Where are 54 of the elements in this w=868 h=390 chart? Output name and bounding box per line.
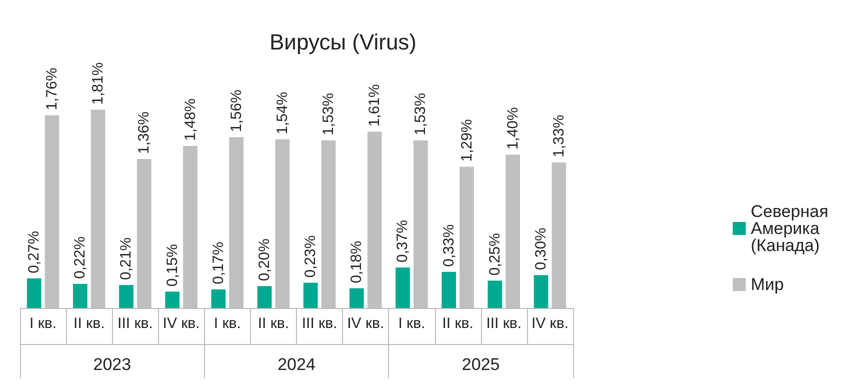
legend-label: Мир bbox=[750, 275, 784, 294]
legend-label: Северная Америка (Канада) bbox=[750, 202, 834, 255]
bar bbox=[349, 288, 364, 308]
x-tick-label: II кв. bbox=[258, 315, 290, 332]
x-tick-label: III кв. bbox=[118, 315, 153, 332]
x-tick-label: I кв. bbox=[214, 315, 241, 332]
data-label: 0,20% bbox=[256, 238, 273, 282]
data-label: 0,15% bbox=[164, 244, 181, 287]
data-label: 1,76% bbox=[44, 68, 60, 110]
text: 2025 bbox=[462, 355, 500, 374]
data-label: 0,33% bbox=[440, 224, 458, 267]
bar bbox=[257, 286, 272, 308]
data-label: 0,37% bbox=[394, 220, 412, 262]
bar bbox=[211, 289, 226, 308]
x-tick-label: IV кв. bbox=[162, 315, 200, 332]
data-label: 0,25% bbox=[486, 233, 504, 276]
data-label: 1,48% bbox=[182, 98, 199, 141]
data-label: 0,17% bbox=[210, 242, 227, 284]
data-label: 1,56% bbox=[228, 90, 245, 132]
chart-title: Вирусы (Virus) bbox=[269, 30, 417, 54]
data-label: 1,61% bbox=[366, 84, 384, 127]
text: 2024 bbox=[278, 355, 316, 374]
x-tick-label: I кв. bbox=[398, 315, 426, 332]
bar bbox=[534, 275, 548, 308]
data-label: 0,21% bbox=[118, 237, 135, 280]
data-label: 1,40% bbox=[504, 107, 522, 150]
bar bbox=[119, 285, 134, 308]
bar bbox=[303, 282, 318, 308]
x-tick-label: III кв. bbox=[302, 315, 338, 332]
data-label: 0,27% bbox=[26, 230, 43, 274]
x-tick-label: IV кв. bbox=[531, 315, 568, 332]
x-tick-label: II кв. bbox=[442, 315, 474, 332]
data-label: 1,29% bbox=[458, 119, 476, 162]
data-label: 1,54% bbox=[274, 92, 291, 134]
x-tick-label: I кв. bbox=[30, 315, 57, 332]
bar bbox=[26, 278, 42, 308]
bar bbox=[72, 284, 88, 308]
data-label: 1,36% bbox=[136, 112, 153, 154]
bar bbox=[488, 280, 502, 308]
bar bbox=[442, 272, 456, 308]
data-label: 0,18% bbox=[348, 240, 366, 284]
text: 2023 bbox=[93, 355, 132, 374]
data-label: 0,23% bbox=[302, 235, 320, 278]
data-label: 0,30% bbox=[532, 228, 550, 270]
bar bbox=[396, 267, 410, 308]
data-label: 0,22% bbox=[72, 236, 89, 279]
data-label: 1,53% bbox=[412, 92, 430, 136]
bar bbox=[165, 292, 180, 308]
data-label: 1,33% bbox=[550, 114, 568, 158]
x-tick-label: III кв. bbox=[486, 315, 522, 332]
x-tick-label: II кв. bbox=[74, 315, 105, 332]
data-label: 1,53% bbox=[320, 92, 337, 136]
data-label: 1,81% bbox=[90, 62, 107, 105]
x-tick-label: IV кв. bbox=[347, 315, 384, 332]
